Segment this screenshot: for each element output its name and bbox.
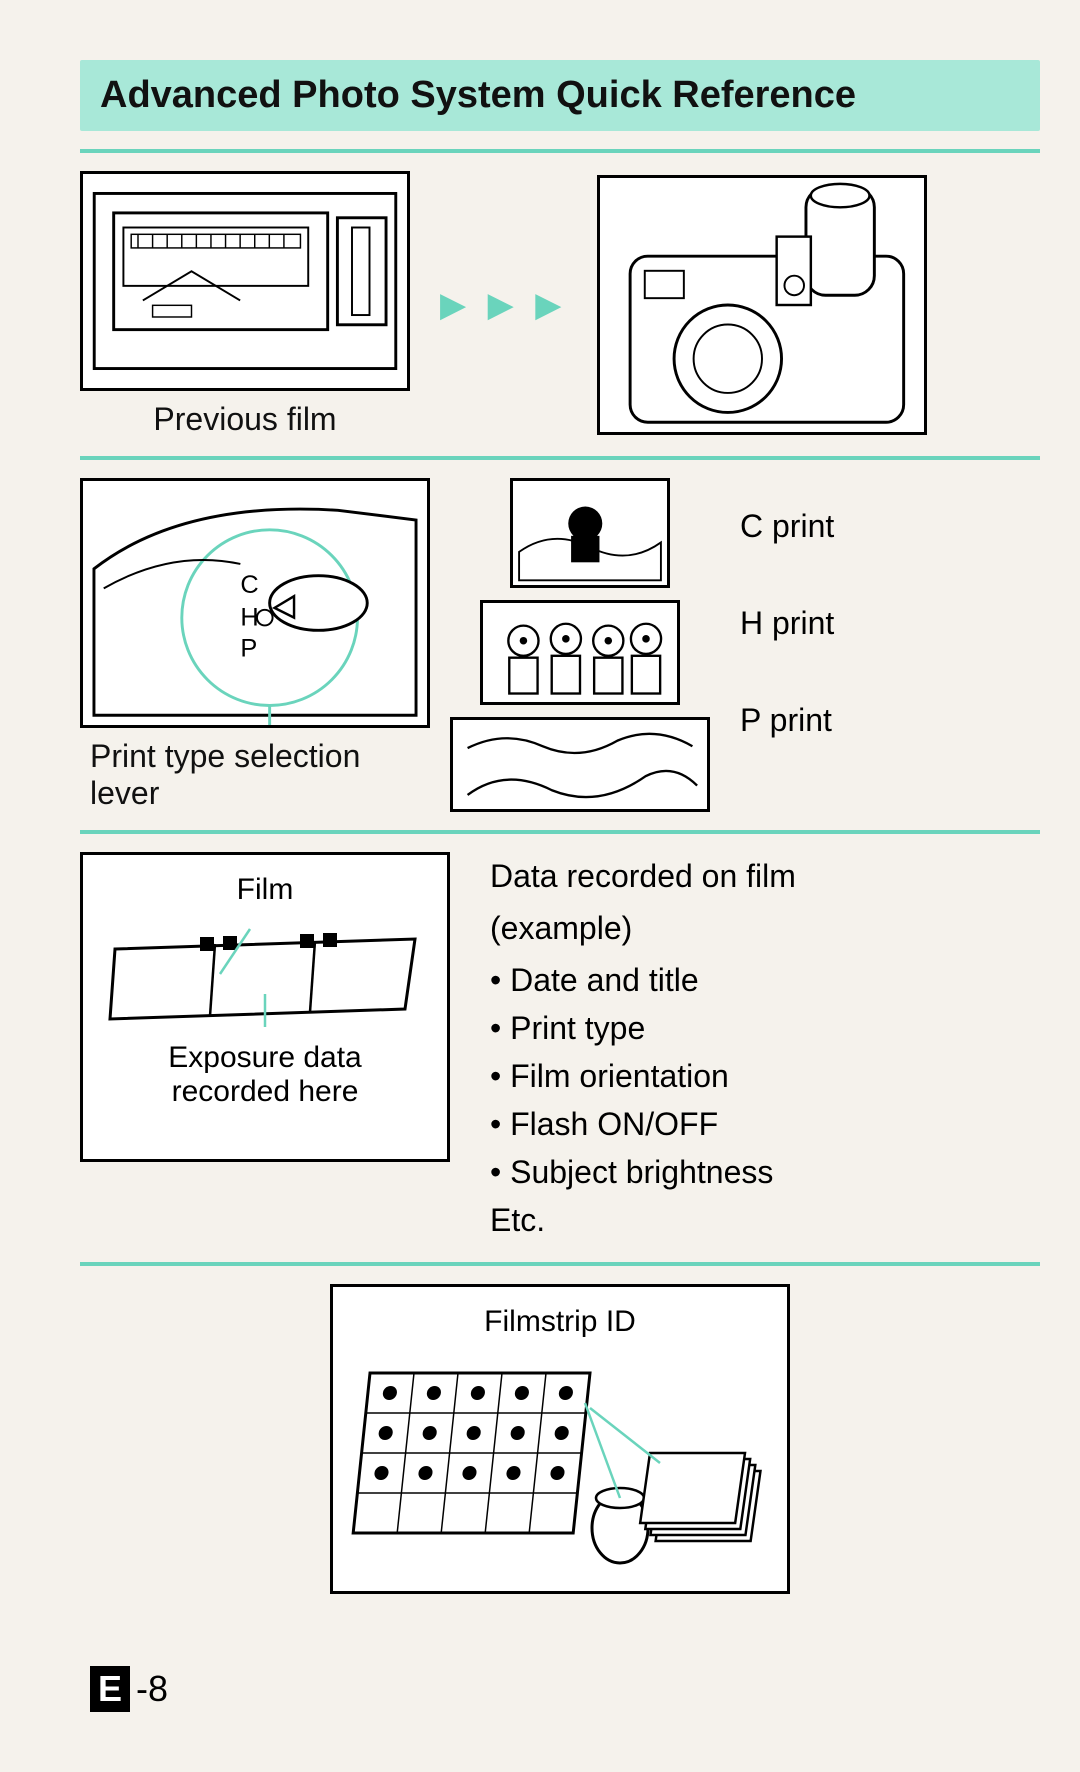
label-p-print: P print <box>740 702 834 739</box>
figure-p-print <box>450 717 710 812</box>
label-film: Film <box>237 873 294 907</box>
figure-print-lever: C H P <box>80 478 430 728</box>
page-number: E -8 <box>90 1666 168 1712</box>
label-exposure-2: recorded here <box>168 1075 361 1109</box>
divider <box>80 456 1040 460</box>
figure-c-print <box>510 478 670 588</box>
label-filmstrip-id: Filmstrip ID <box>484 1305 636 1339</box>
caption-print-lever: Print type selection lever <box>80 738 430 812</box>
section-film-data: Film Exposure data recorded here Data re… <box>80 852 1040 1244</box>
bullet-item: Film orientation <box>490 1052 796 1100</box>
section-print-type: C H P Print type selection lever <box>80 478 1040 812</box>
figure-camera-back-open <box>80 171 410 391</box>
svg-text:P: P <box>240 635 257 663</box>
svg-text:H: H <box>240 603 258 631</box>
data-recorded-list: Data recorded on film (example) Date and… <box>490 852 796 1244</box>
figure-filmstrip-id: Filmstrip ID <box>330 1284 790 1594</box>
label-h-print: H print <box>740 605 834 642</box>
figure-h-print <box>480 600 680 705</box>
intro-line-1: Data recorded on film <box>490 852 796 900</box>
intro-line-2: (example) <box>490 904 796 952</box>
figure-film-exposure: Film Exposure data recorded here <box>80 852 450 1162</box>
etc-label: Etc. <box>490 1196 796 1244</box>
page-letter-box: E <box>90 1666 130 1712</box>
divider <box>80 1262 1040 1266</box>
arrows-icon: ▶ ▶ ▶ <box>440 285 567 325</box>
figure-camera-cartridge <box>597 175 927 435</box>
page-digits: -8 <box>136 1668 168 1710</box>
divider <box>80 149 1040 153</box>
bullet-item: Flash ON/OFF <box>490 1100 796 1148</box>
bullet-item: Date and title <box>490 956 796 1004</box>
print-labels: C print H print P print <box>740 508 834 739</box>
print-format-samples <box>450 478 700 812</box>
svg-text:C: C <box>240 571 258 599</box>
label-c-print: C print <box>740 508 834 545</box>
section-filmstrip-id: Filmstrip ID <box>80 1284 1040 1594</box>
divider <box>80 830 1040 834</box>
bullet-item: Print type <box>490 1004 796 1052</box>
section-previous-film: Previous film ▶ ▶ ▶ <box>80 171 1040 438</box>
label-exposure-1: Exposure data <box>168 1041 361 1075</box>
caption-previous-film: Previous film <box>80 401 410 438</box>
page-title: Advanced Photo System Quick Reference <box>80 60 1040 131</box>
bullet-item: Subject brightness <box>490 1148 796 1196</box>
